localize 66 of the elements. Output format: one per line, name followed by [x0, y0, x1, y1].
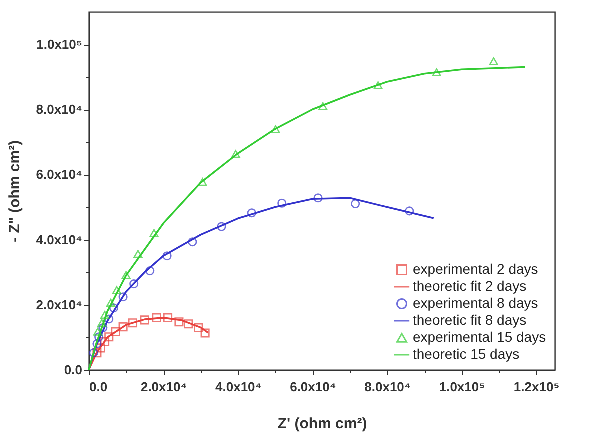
point: [112, 286, 122, 294]
point: [150, 229, 159, 238]
point: [489, 57, 498, 66]
point: [217, 222, 226, 232]
point: [122, 271, 131, 280]
point: [98, 319, 107, 328]
point: [200, 328, 210, 338]
x-tick-label: 4.0x10⁴: [216, 380, 262, 394]
point: [94, 332, 104, 342]
point: [174, 318, 184, 327]
point: [188, 238, 198, 247]
point: [134, 250, 143, 258]
point: [106, 298, 116, 307]
point: [93, 328, 102, 336]
point: [184, 320, 194, 329]
x-tick-label: 1.2x10⁵: [514, 380, 560, 394]
point: [194, 323, 204, 333]
point: [118, 322, 128, 332]
point: [96, 344, 106, 353]
point: [100, 310, 110, 319]
legend-label: experimental 15 days: [413, 329, 546, 345]
point: [104, 332, 114, 342]
x-axis-title: Z' (ohm cm²): [278, 416, 368, 432]
x-tick-label: 2.0x10⁴: [140, 380, 188, 394]
legend-label: experimental 2 days: [413, 261, 538, 277]
legend-label: theoretic 15 days: [413, 346, 520, 362]
point: [111, 327, 120, 336]
point: [146, 266, 155, 276]
y-tick-label: 4.0x10⁴: [36, 232, 82, 248]
point: [164, 313, 173, 322]
point: [162, 252, 172, 261]
legend-label: theoretic fit 8 days: [413, 312, 527, 328]
point: [351, 200, 360, 209]
point: [271, 125, 280, 134]
y-tick-label: 2.0x10⁴: [36, 297, 82, 312]
legend-label: theoretic fit 2 days: [413, 278, 527, 294]
y-tick-label: 0.0: [64, 362, 82, 378]
point: [118, 292, 128, 302]
point: [247, 208, 256, 218]
x-tick-label: 0.0: [90, 380, 108, 394]
point: [198, 178, 208, 186]
point: [92, 339, 102, 348]
point: [130, 280, 139, 289]
point: [374, 82, 383, 90]
point: [318, 102, 328, 110]
point: [314, 194, 323, 203]
point: [152, 313, 162, 322]
point: [140, 316, 150, 325]
point: [104, 314, 114, 324]
point: [128, 318, 138, 328]
point: [432, 68, 442, 77]
y-tick-label: 6.0x10⁴: [36, 167, 82, 182]
point: [405, 206, 414, 216]
point: [89, 348, 98, 358]
x-tick-label: 8.0x10⁴: [364, 380, 411, 394]
point: [278, 198, 287, 208]
y-tick-label: 1.0x10⁵: [36, 37, 82, 52]
legend-label: experimental 8 days: [413, 295, 538, 311]
y-tick-label: 8.0x10⁴: [36, 102, 82, 118]
x-tick-label: 1.0x10⁵: [439, 380, 486, 394]
point: [98, 324, 108, 333]
point: [109, 304, 118, 313]
y-axis-title: - Z" (ohm cm²): [6, 140, 24, 243]
point: [231, 150, 240, 158]
point: [100, 337, 110, 347]
x-tick-label: 6.0x10⁴: [290, 380, 336, 394]
